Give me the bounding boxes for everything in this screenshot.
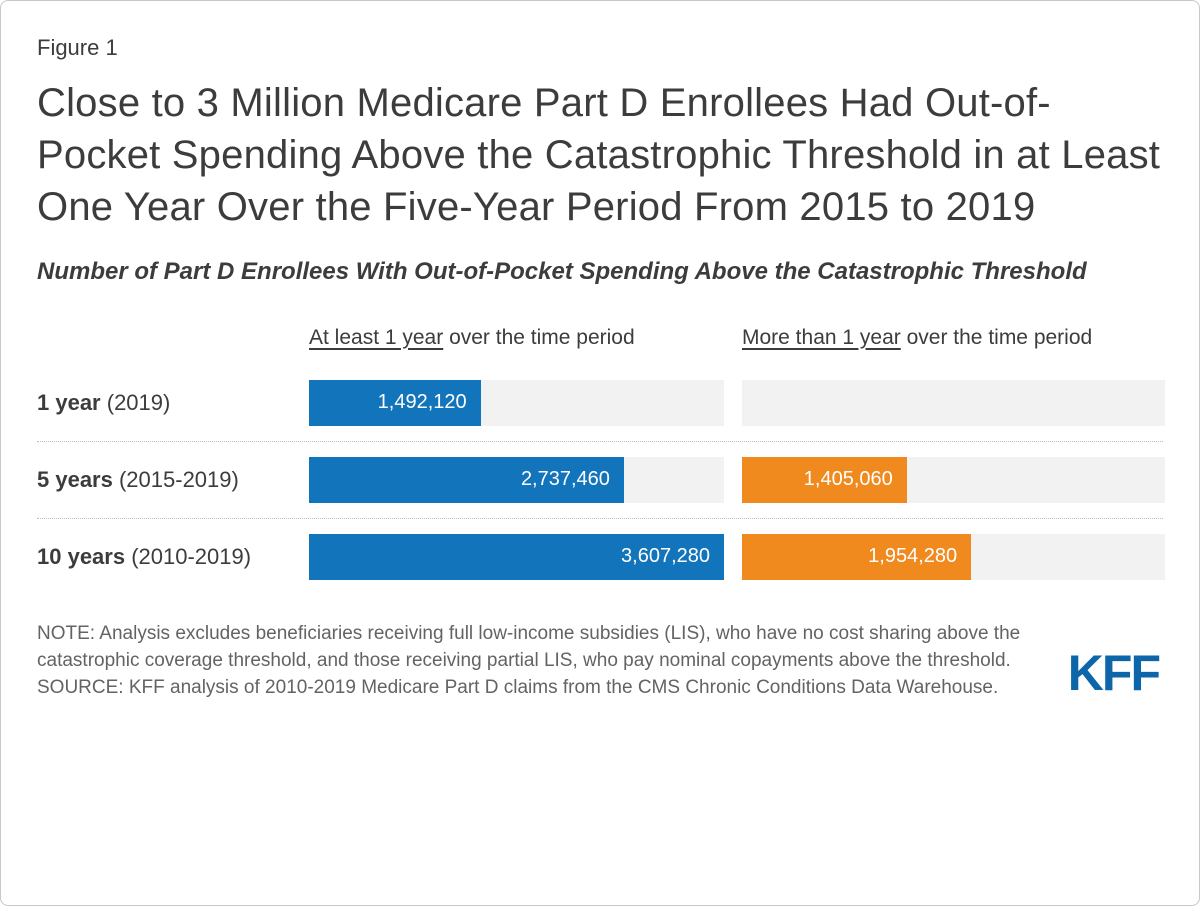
bar-value-label: 2,737,460: [520, 468, 610, 491]
bar-at-least-1-year: 1,492,120: [309, 379, 481, 426]
bar-track-more-than: 1,954,280: [742, 533, 1165, 580]
bar-at-least-5-years: 2,737,460: [309, 456, 624, 503]
bar-more-than-5-years: 1,405,060: [742, 456, 907, 503]
chart-row-10-years: 10 years (2010-2019) 3,607,280 1,954,280: [37, 517, 1165, 595]
kff-logo: KFF: [1067, 644, 1161, 701]
footer: NOTE: Analysis excludes beneficiaries re…: [37, 621, 1163, 702]
source-text: SOURCE: KFF analysis of 2010-2019 Medica…: [37, 676, 999, 698]
chart-title: Close to 3 Million Medicare Part D Enrol…: [37, 81, 1161, 229]
column-header-more-than-1-year: More than 1 year over the time period: [742, 325, 1165, 351]
note-text: NOTE: Analysis excludes beneficiaries re…: [37, 622, 1021, 671]
column-headers-row: At least 1 year over the time period Mor…: [37, 325, 1163, 351]
row-label-bold: 1 year: [37, 389, 101, 415]
bar-value-label: 3,607,280: [621, 545, 710, 568]
column-header-at-least-1-year: At least 1 year over the time period: [309, 325, 724, 351]
row-label-5-years: 5 years (2015-2019): [37, 467, 309, 493]
bar-chart: At least 1 year over the time period Mor…: [37, 325, 1165, 595]
bar-track-at-least: 3,607,280: [309, 533, 724, 580]
bar-at-least-10-years: 3,607,280: [309, 533, 724, 580]
row-label-10-years: 10 years (2010-2019): [37, 544, 309, 570]
bar-track-more-than: [742, 379, 1165, 426]
row-label-rest: (2015-2019): [112, 466, 239, 492]
bar-track-more-than: 1,405,060: [742, 456, 1165, 503]
chart-row-1-year: 1 year (2019) 1,492,120: [37, 365, 1165, 441]
bar-track-at-least: 2,737,460: [309, 456, 724, 503]
chart-subtitle: Number of Part D Enrollees With Out-of-P…: [37, 258, 1087, 285]
row-label-rest: (2010-2019): [125, 543, 252, 569]
row-label-rest: (2019): [100, 389, 171, 415]
figure-label: Figure 1: [37, 35, 118, 60]
bar-track-at-least: 1,492,120: [309, 379, 724, 426]
bar-value-label: 1,954,280: [868, 545, 958, 568]
bar-value-label: 1,492,120: [377, 391, 467, 414]
bar-more-than-10-years: 1,954,280: [742, 533, 972, 580]
chart-row-5-years: 5 years (2015-2019) 2,737,460 1,405,060: [37, 440, 1165, 518]
row-label-1-year: 1 year (2019): [37, 390, 309, 416]
row-label-bold: 5 years: [37, 466, 113, 492]
bar-value-label: 1,405,060: [803, 468, 893, 491]
column-header-underlined-text: More than 1 year: [742, 325, 901, 349]
column-header-rest-text: over the time period: [900, 325, 1093, 349]
column-header-rest-text: over the time period: [443, 325, 635, 349]
note-source-block: NOTE: Analysis excludes beneficiaries re…: [37, 621, 1047, 702]
column-header-underlined-text: At least 1 year: [309, 325, 444, 349]
row-label-bold: 10 years: [37, 543, 126, 569]
